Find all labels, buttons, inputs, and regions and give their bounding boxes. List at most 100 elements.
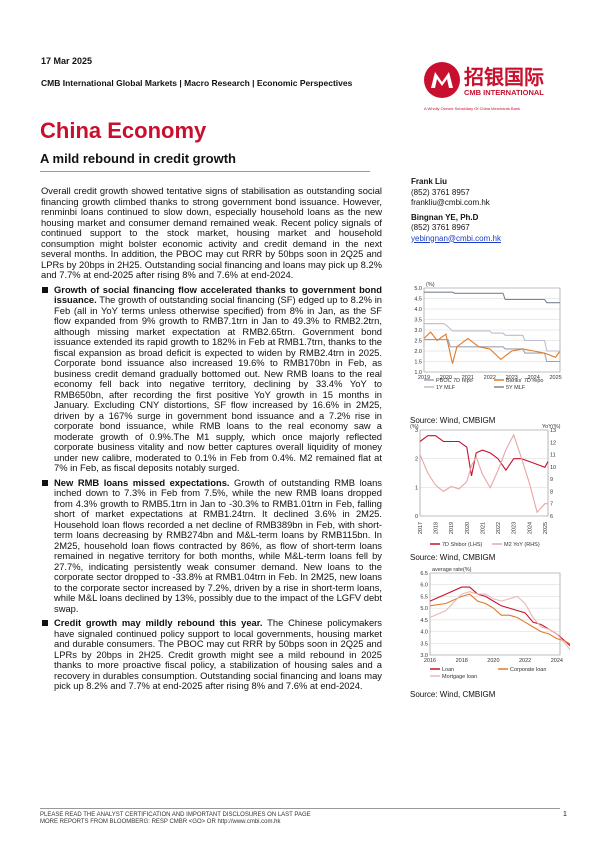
legend-label: Loan xyxy=(442,667,454,673)
y-right-tick-label: 8 xyxy=(550,489,553,495)
x-tick-label: 2021 xyxy=(480,522,486,534)
x-tick-label: 2019 xyxy=(449,522,455,534)
cmbi-logo: 招银国际 CMB INTERNATIONAL A Wholly Owned Su… xyxy=(420,60,580,120)
x-tick-label: 2022 xyxy=(496,522,502,534)
series-line-2 xyxy=(429,591,574,654)
analyst-contacts: Frank Liu (852) 3761 8957 frankliu@cmbi.… xyxy=(411,177,581,244)
intro-paragraph: Overall credit growth showed tentative s… xyxy=(41,185,382,280)
y-tick-label: 4.5 xyxy=(420,618,428,624)
x-tick-label: 2020 xyxy=(440,375,452,381)
y-tick-label: 6.5 xyxy=(420,571,428,577)
bullet-3-text: The Chinese policymakers have signaled c… xyxy=(54,617,382,691)
legend-label: Banks' 7D repo xyxy=(506,378,543,384)
series-line-2 xyxy=(424,323,560,352)
x-tick-label: 2019 xyxy=(418,375,430,381)
y-tick-label: 5.0 xyxy=(414,286,422,292)
logo-tagline: A Wholly Owned Subsidiary Of China Merch… xyxy=(424,106,520,111)
y-tick-label: 4.0 xyxy=(414,307,422,313)
y-right-tick-label: 13 xyxy=(550,428,556,434)
report-date: 17 Mar 2025 xyxy=(41,56,93,66)
chart-shibor-m2: 0 1 2 3 6 7 8 9 10 11 12 13 2017 2018 2019 2020 2021 2022… xyxy=(410,420,570,562)
series-line-1 xyxy=(423,331,561,364)
series-line-0 xyxy=(424,338,560,363)
y-right-tick-label: 10 xyxy=(550,465,556,471)
bullet-3-heading: Credit growth may mildly rebound this ye… xyxy=(54,617,263,628)
x-tick-label: 2024 xyxy=(551,658,563,664)
y-tick-label: 5.5 xyxy=(420,594,428,600)
chart-policy-rates-svg: 1.0 1.5 2.0 2.5 3.0 3.5 4.0 4.5 5.0 2019 2020 2021 2… xyxy=(414,282,561,391)
y-right-tick-label: 6 xyxy=(550,514,553,520)
y-tick-label: 3.5 xyxy=(420,641,428,647)
y-tick-label: 2.0 xyxy=(414,349,422,355)
y-right-tick-label: 9 xyxy=(550,477,553,483)
y-tick-label: 4.0 xyxy=(420,630,428,636)
y-tick-label: 2.5 xyxy=(414,339,422,345)
series-line-3 xyxy=(424,291,560,304)
x-tick-label: 2022 xyxy=(519,658,531,664)
author-1-name: Frank Liu xyxy=(411,177,448,186)
legend-label: 7D Shibor (LHS) xyxy=(442,542,483,548)
page-footer: PLEASE READ THE ANALYST CERTIFICATION AN… xyxy=(40,808,560,826)
bullet-square-icon xyxy=(42,620,48,626)
chart-3-source: Source: Wind, CMBIGM xyxy=(410,690,496,699)
legend-label: PBOC 7D repo xyxy=(436,378,473,384)
y-tick-label: 1 xyxy=(415,485,418,491)
x-tick-label: 2024 xyxy=(527,522,533,534)
bullet-1-text: The growth of outstanding social financi… xyxy=(54,294,382,473)
cmbi-logo-mark-icon: 招银国际 CMB INTERNATIONAL A Wholly Owned Su… xyxy=(424,62,544,111)
bullet-square-icon xyxy=(42,479,48,486)
x-tick-label: 2016 xyxy=(424,658,436,664)
y-axis-unit: (%) xyxy=(410,424,419,430)
chart-lending-rates-svg: 3.0 3.5 4.0 4.5 5.0 5.5 6.0 6.5 2016 2018 2020 2022… xyxy=(420,567,574,680)
bullet-2-text: Growth of outstanding RMB loans inched d… xyxy=(54,476,382,614)
y-tick-label: 3.0 xyxy=(414,328,422,334)
y-axis-unit: average rate(%) xyxy=(432,567,472,573)
footer-bloomberg: MORE REPORTS FROM BLOOMBERG: RESP CMBR <… xyxy=(40,819,281,825)
y-tick-label: 2 xyxy=(415,457,418,463)
plot-frame xyxy=(419,429,549,517)
y-right-tick-label: 12 xyxy=(550,440,556,446)
y-tick-label: 3.0 xyxy=(420,653,428,659)
y-tick-label: 1.0 xyxy=(414,370,422,376)
bullet-1: Growth of social financing flow accelera… xyxy=(41,283,382,474)
x-tick-label: 2018 xyxy=(456,658,468,664)
x-tick-label: 2024 xyxy=(528,375,540,381)
bullet-3: Credit growth may mildly rebound this ye… xyxy=(41,617,382,692)
chart-1-source: Source: Wind, CMBIGM xyxy=(410,416,496,425)
title-divider xyxy=(40,171,370,172)
author-1-email[interactable]: frankliu@cmbi.com.hk xyxy=(411,198,490,207)
author-2-email[interactable]: yebingnan@cmbi.com.hk xyxy=(411,233,501,243)
legend-label: M2 YoY (RHS) xyxy=(504,542,540,548)
y-tick-label: 0 xyxy=(415,514,418,520)
y-right-axis-unit: YoY(%) xyxy=(542,424,561,430)
plot-frame xyxy=(429,572,561,656)
y-right-tick-label: 11 xyxy=(550,453,556,459)
y-axis-unit: (%) xyxy=(426,282,435,288)
x-tick-label: 2023 xyxy=(512,522,518,534)
x-tick-label: 2023 xyxy=(506,375,518,381)
author-2-phone: (852) 3761 8967 xyxy=(411,223,470,232)
legend-label: 1Y MLF xyxy=(436,385,456,391)
legend-label: 5Y MLF xyxy=(506,385,526,391)
chart-policy-rates: 1.0 1.5 2.0 2.5 3.0 3.5 4.0 4.5 5.0 2019 2020 2021 2… xyxy=(410,276,570,425)
y-tick-label: 3 xyxy=(415,428,418,434)
y-tick-label: 5.0 xyxy=(420,606,428,612)
page-number: 1 xyxy=(563,811,567,818)
report-series: CMB International Global Markets | Macro… xyxy=(41,78,353,88)
x-tick-label: 2020 xyxy=(487,658,499,664)
logo-cn-text: 招银国际 xyxy=(464,65,544,89)
y-tick-label: 3.5 xyxy=(414,318,422,324)
bullet-1-heading: Growth of social financing flow accelera… xyxy=(54,283,382,305)
x-tick-label: 2020 xyxy=(465,522,471,534)
footer-disclosure: PLEASE READ THE ANALYST CERTIFICATION AN… xyxy=(40,812,311,818)
author-1-phone: (852) 3761 8957 xyxy=(411,187,470,197)
legend-label: Mortgage loan xyxy=(442,674,477,680)
chart-lending-rates: 3.0 3.5 4.0 4.5 5.0 5.5 6.0 6.5 2016 2018 2020 2022… xyxy=(410,565,574,699)
x-tick-label: 2025 xyxy=(549,375,561,381)
y-right-tick-label: 7 xyxy=(550,502,553,508)
series-line-1 xyxy=(429,593,573,647)
y-tick-label: 6.0 xyxy=(420,583,428,589)
logo-en-text: CMB INTERNATIONAL xyxy=(464,88,544,97)
series-line-0 xyxy=(419,435,549,477)
